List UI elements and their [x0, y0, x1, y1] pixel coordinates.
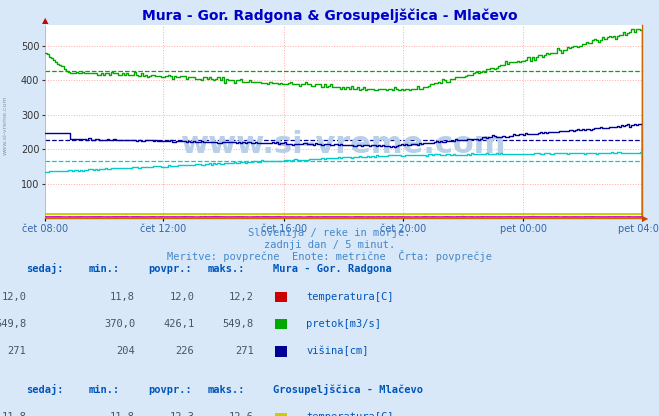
Text: ▶: ▶	[642, 214, 648, 223]
Text: 549,8: 549,8	[0, 319, 26, 329]
Text: min.:: min.:	[89, 385, 120, 395]
Text: višina[cm]: višina[cm]	[306, 345, 369, 356]
Text: 12,2: 12,2	[229, 292, 254, 302]
Text: povpr.:: povpr.:	[148, 385, 192, 395]
Text: 271: 271	[235, 346, 254, 356]
Text: sedaj:: sedaj:	[26, 263, 64, 275]
Text: sedaj:: sedaj:	[26, 384, 64, 395]
Text: zadnji dan / 5 minut.: zadnji dan / 5 minut.	[264, 240, 395, 250]
Text: min.:: min.:	[89, 265, 120, 275]
Text: 271: 271	[8, 346, 26, 356]
Text: 12,3: 12,3	[169, 412, 194, 416]
Text: 204: 204	[117, 346, 135, 356]
Text: pretok[m3/s]: pretok[m3/s]	[306, 319, 382, 329]
Text: Slovenija / reke in morje.: Slovenija / reke in morje.	[248, 228, 411, 238]
Text: ▲: ▲	[42, 16, 48, 25]
Text: Mura - Gor. Radgona & Grosupeljščica - Mlačevo: Mura - Gor. Radgona & Grosupeljščica - M…	[142, 9, 517, 23]
Text: 11,8: 11,8	[1, 412, 26, 416]
Text: www.si-vreme.com: www.si-vreme.com	[181, 130, 506, 159]
Text: www.si-vreme.com: www.si-vreme.com	[3, 95, 8, 155]
Text: povpr.:: povpr.:	[148, 265, 192, 275]
Text: 370,0: 370,0	[104, 319, 135, 329]
Text: 426,1: 426,1	[163, 319, 194, 329]
Text: maks.:: maks.:	[208, 385, 245, 395]
Text: temperatura[C]: temperatura[C]	[306, 412, 394, 416]
Text: 11,8: 11,8	[110, 412, 135, 416]
Text: Mura - Gor. Radgona: Mura - Gor. Radgona	[273, 265, 392, 275]
Text: 11,8: 11,8	[110, 292, 135, 302]
Text: temperatura[C]: temperatura[C]	[306, 292, 394, 302]
Text: 12,6: 12,6	[229, 412, 254, 416]
Text: Grosupeljščica - Mlačevo: Grosupeljščica - Mlačevo	[273, 384, 424, 395]
Text: maks.:: maks.:	[208, 265, 245, 275]
Text: 226: 226	[176, 346, 194, 356]
Text: 549,8: 549,8	[223, 319, 254, 329]
Text: 12,0: 12,0	[1, 292, 26, 302]
Text: Meritve: povprečne  Enote: metrične  Črta: povprečje: Meritve: povprečne Enote: metrične Črta:…	[167, 250, 492, 262]
Text: 12,0: 12,0	[169, 292, 194, 302]
